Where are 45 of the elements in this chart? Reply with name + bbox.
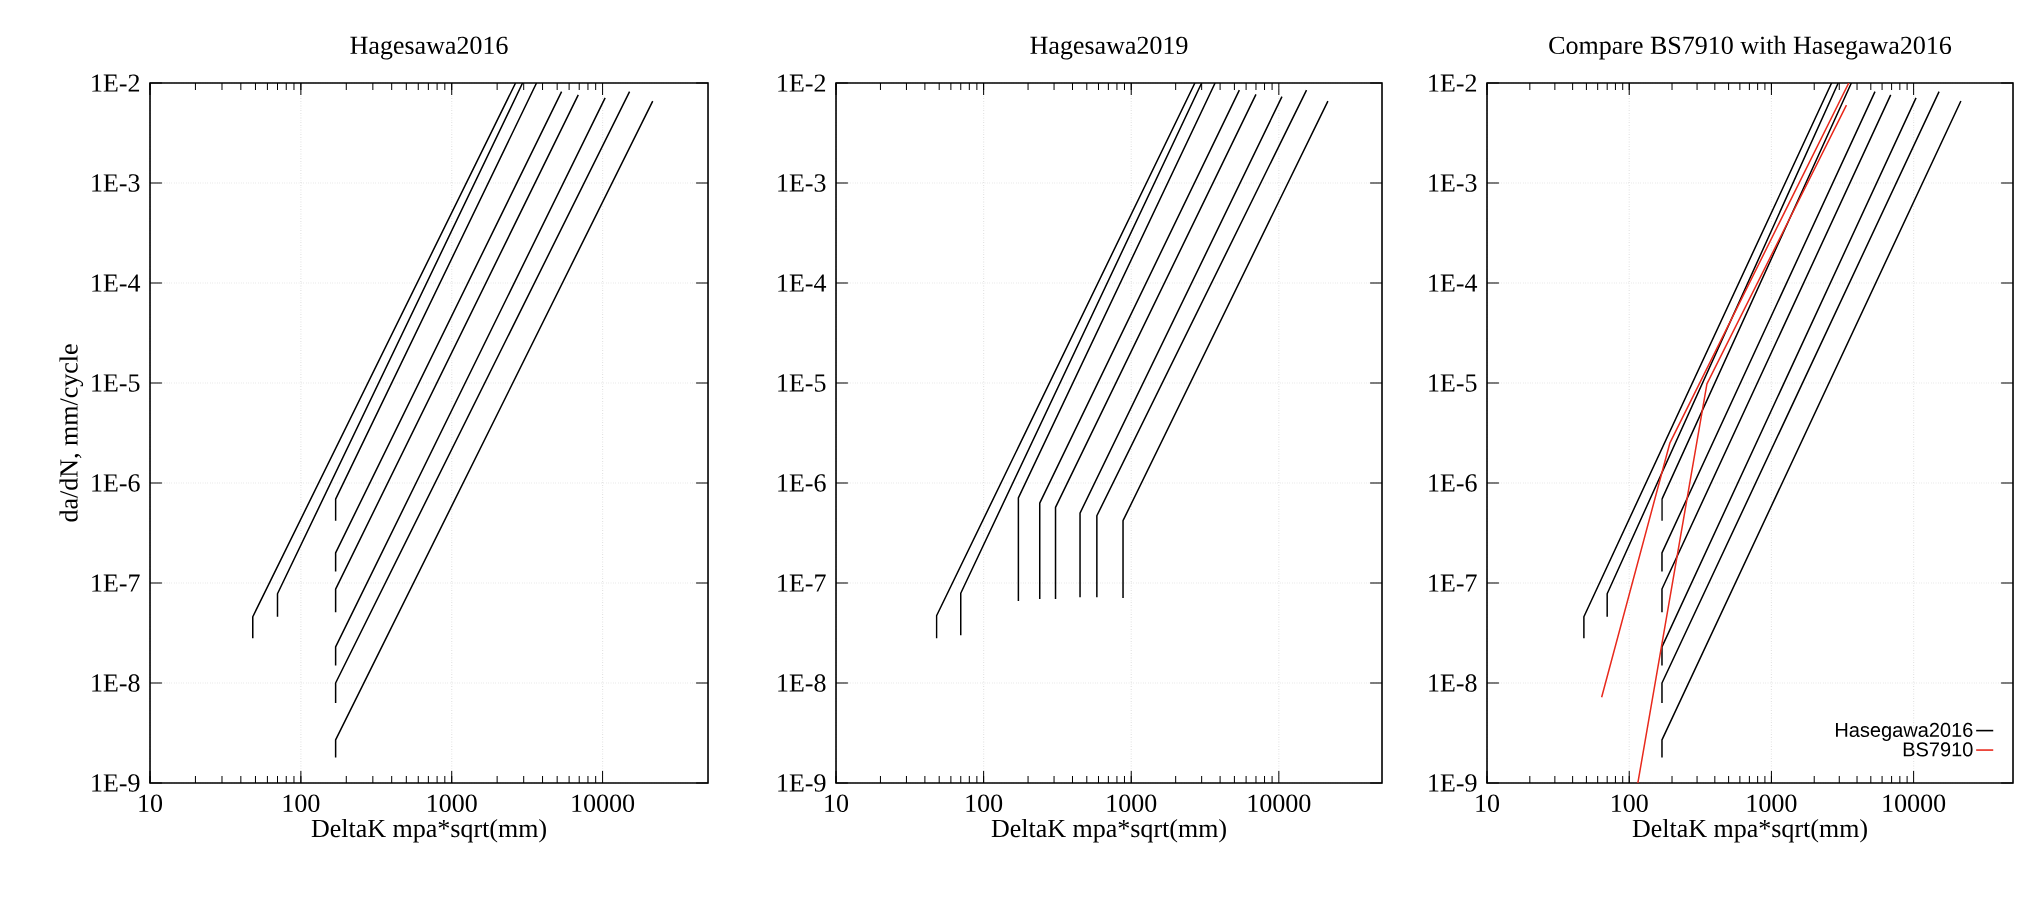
- legend-label: BS7910: [1903, 742, 1973, 757]
- legend-label: Hasegawa2016: [1836, 722, 1973, 741]
- y-tick-label: 1E-9: [1429, 774, 1477, 792]
- y-tick-label: 1E-4: [778, 274, 827, 292]
- x-axis-title: DeltaK mpa*sqrt(mm): [311, 818, 546, 843]
- chart-title: Hagesawa2019: [1030, 36, 1188, 60]
- y-tick-label: 1E-7: [92, 574, 140, 592]
- x-tick-label: 1000: [1747, 794, 1797, 813]
- x-axis-title: DeltaK mpa*sqrt(mm): [1632, 818, 1867, 843]
- y-tick-label: 1E-3: [1429, 174, 1477, 192]
- y-tick-label: 1E-2: [92, 74, 140, 92]
- y-tick-label: 1E-9: [778, 774, 826, 792]
- y-tick-label: 1E-8: [778, 674, 826, 692]
- y-tick-label: 1E-7: [1429, 574, 1477, 592]
- x-tick-label: 100: [966, 794, 1003, 813]
- y-tick-label: 1E-7: [778, 574, 826, 592]
- y-tick-label: 1E-6: [778, 474, 826, 492]
- y-tick-label: 1E-6: [1429, 474, 1477, 492]
- y-tick-label: 1E-3: [778, 174, 826, 192]
- chart-title: Compare BS7910 with Hasegawa2016: [1549, 35, 1952, 60]
- x-tick-label: 10: [1476, 794, 1500, 813]
- x-tick-label: 1000: [428, 794, 477, 813]
- y-tick-label: 1E-8: [1429, 674, 1477, 692]
- x-axis-title: DeltaK mpa*sqrt(mm): [991, 818, 1226, 843]
- y-tick-label: 1E-2: [1429, 74, 1477, 92]
- y-tick-label: 1E-5: [778, 374, 826, 392]
- y-tick-label: 1E-3: [92, 174, 140, 192]
- y-tick-label: 1E-6: [92, 474, 140, 492]
- x-tick-label: 10000: [1883, 794, 1946, 813]
- y-tick-label: 1E-4: [1429, 274, 1478, 292]
- x-tick-label: 100: [1612, 794, 1648, 813]
- chart-title: Hagesawa2016: [350, 36, 508, 60]
- y-tick-label: 1E-5: [92, 374, 140, 392]
- x-tick-label: 10: [825, 794, 849, 813]
- y-axis-title: da/dN, mm/cycle: [59, 344, 84, 522]
- x-tick-label: 10000: [572, 794, 635, 813]
- x-tick-label: 100: [283, 794, 320, 813]
- y-tick-label: 1E-4: [92, 274, 141, 292]
- x-tick-label: 1000: [1107, 794, 1157, 813]
- y-tick-label: 1E-8: [92, 674, 140, 692]
- x-tick-label: 10000: [1248, 794, 1311, 813]
- x-tick-label: 10: [139, 794, 163, 813]
- y-tick-label: 1E-2: [778, 74, 826, 92]
- y-tick-label: 1E-9: [92, 774, 140, 792]
- y-tick-label: 1E-5: [1429, 374, 1477, 392]
